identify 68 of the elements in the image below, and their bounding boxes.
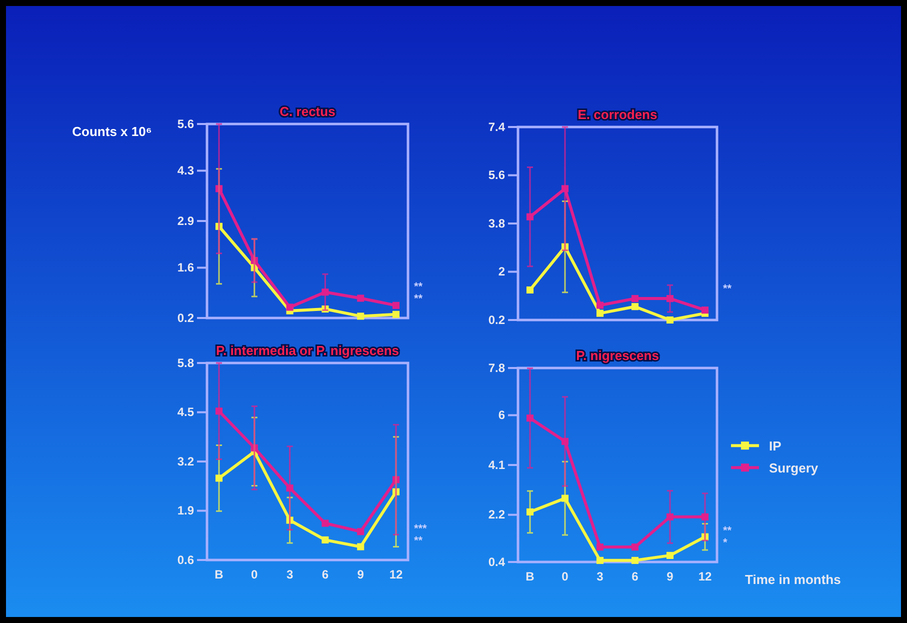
y-tick-label: 0.2 xyxy=(488,312,506,327)
x-tick-label: 6 xyxy=(632,570,639,584)
point xyxy=(322,520,329,527)
point xyxy=(666,316,674,324)
point xyxy=(392,302,400,309)
x-tick-label: 12 xyxy=(698,570,712,584)
y-tick-label: 5.8 xyxy=(177,356,194,370)
legend-label: IP xyxy=(769,438,782,454)
y-tick-label: 4.1 xyxy=(488,458,506,472)
y-tick-label: 0.2 xyxy=(177,310,194,325)
y-tick-label: 3.2 xyxy=(177,454,194,468)
legend-label: Surgery xyxy=(769,460,819,476)
chart-title: P. nigrescens xyxy=(576,348,659,363)
point xyxy=(526,286,534,294)
y-tick-label: 1.9 xyxy=(177,504,194,518)
point xyxy=(596,310,604,317)
x-tick-label: B xyxy=(214,568,224,582)
point xyxy=(596,544,604,551)
point xyxy=(631,556,639,564)
point xyxy=(596,302,604,309)
y-tick-label: 2.2 xyxy=(488,508,506,522)
point xyxy=(357,543,364,550)
point xyxy=(357,528,364,536)
text: ** xyxy=(723,283,732,295)
point xyxy=(701,306,709,314)
text: ** xyxy=(723,525,732,537)
x-tick-label: 3 xyxy=(596,570,604,584)
point xyxy=(596,556,604,564)
y-tick-label: 4.5 xyxy=(177,405,194,420)
point xyxy=(357,312,364,320)
y-tick-label: 4.3 xyxy=(177,164,194,178)
text: * xyxy=(723,537,728,549)
x-tick-label: 3 xyxy=(286,568,294,582)
chart-title: E. corrodens xyxy=(578,107,658,122)
point xyxy=(322,536,329,544)
y-tick-label: 7.8 xyxy=(488,360,506,375)
x-tick-label: 0 xyxy=(251,568,258,582)
y-tick-label: 2.9 xyxy=(177,214,194,228)
point xyxy=(392,310,400,318)
y-tick-label: 0.4 xyxy=(488,554,506,569)
x-tick-label: 6 xyxy=(322,568,329,582)
y-tick-label: 0.6 xyxy=(177,552,194,567)
x-tick-label: B xyxy=(526,570,535,584)
text: ** xyxy=(414,281,424,293)
chart-title: P. intermedia or P. nigrescens xyxy=(216,343,400,358)
x-tick-label: 12 xyxy=(389,568,403,582)
y-tick-label: 1.6 xyxy=(177,260,194,275)
x-tick-label: 9 xyxy=(666,570,674,584)
x-axis-title: Time in months xyxy=(745,572,841,587)
point xyxy=(357,294,364,302)
x-tick-label: 9 xyxy=(357,568,364,582)
y-tick-label: 3.8 xyxy=(488,216,506,230)
y-axis-title: Counts x 10⁶ xyxy=(72,124,152,139)
x-tick-label: 0 xyxy=(562,570,569,584)
y-tick-label: 2 xyxy=(498,264,506,279)
y-tick-label: 7.4 xyxy=(488,120,506,134)
point xyxy=(286,304,294,311)
y-tick-label: 6 xyxy=(498,408,506,422)
text: ** xyxy=(414,293,424,305)
text: ** xyxy=(414,535,424,547)
chart-title: C. rectus xyxy=(280,104,336,119)
y-tick-label: 5.6 xyxy=(488,168,506,182)
y-tick-label: 5.6 xyxy=(177,116,194,131)
text: *** xyxy=(414,523,428,535)
point xyxy=(666,552,674,559)
point xyxy=(631,295,639,302)
point xyxy=(631,303,639,310)
point xyxy=(631,544,639,551)
